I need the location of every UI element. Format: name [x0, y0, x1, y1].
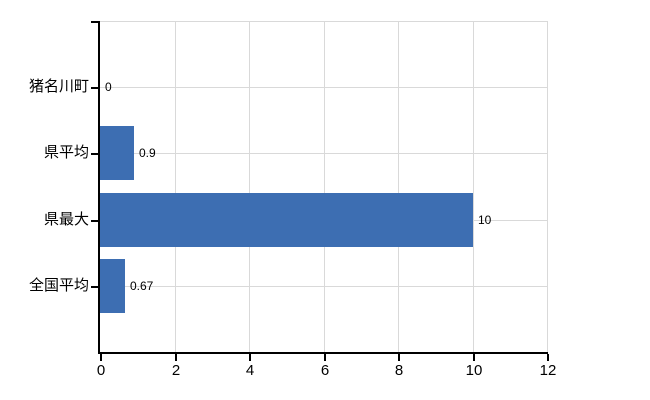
y-axis-end-tick	[91, 21, 98, 23]
y-tick	[91, 220, 98, 222]
x-gridline	[324, 21, 325, 352]
x-gridline	[473, 21, 474, 352]
bar-value-label: 0.9	[139, 146, 156, 160]
y-gridline	[100, 153, 547, 154]
x-tick	[324, 354, 326, 361]
y-gridline	[100, 87, 547, 88]
y-axis	[98, 21, 100, 354]
category-label: 猪名川町	[28, 78, 89, 95]
category-label: 県最大	[43, 211, 89, 228]
bar-value-label: 0	[105, 80, 112, 94]
y-gridline	[100, 286, 547, 287]
x-tick	[249, 354, 251, 361]
bar	[100, 259, 125, 313]
x-tick-label: 4	[245, 362, 255, 379]
x-tick	[547, 354, 549, 361]
x-tick-label: 10	[465, 362, 483, 379]
x-tick-label: 2	[171, 362, 181, 379]
x-tick-label: 12	[539, 362, 557, 379]
category-label: 県平均	[43, 144, 89, 161]
x-tick	[398, 354, 400, 361]
x-tick-label: 6	[320, 362, 330, 379]
plot-border-top	[100, 21, 547, 22]
x-gridline	[249, 21, 250, 352]
bar	[100, 126, 134, 180]
bar-value-label: 10	[478, 213, 492, 227]
x-tick-label: 8	[394, 362, 404, 379]
x-gridline	[547, 21, 548, 352]
bar-value-label: 0.67	[130, 279, 154, 293]
x-axis	[98, 352, 548, 354]
y-tick	[91, 286, 98, 288]
x-tick	[175, 354, 177, 361]
x-gridline	[398, 21, 399, 352]
x-tick	[473, 354, 475, 361]
bar	[100, 193, 473, 247]
y-tick	[91, 153, 98, 155]
x-tick-label: 0	[96, 362, 106, 379]
x-tick	[100, 354, 102, 361]
category-label: 全国平均	[28, 277, 89, 294]
y-tick	[91, 87, 98, 89]
x-gridline	[175, 21, 176, 352]
